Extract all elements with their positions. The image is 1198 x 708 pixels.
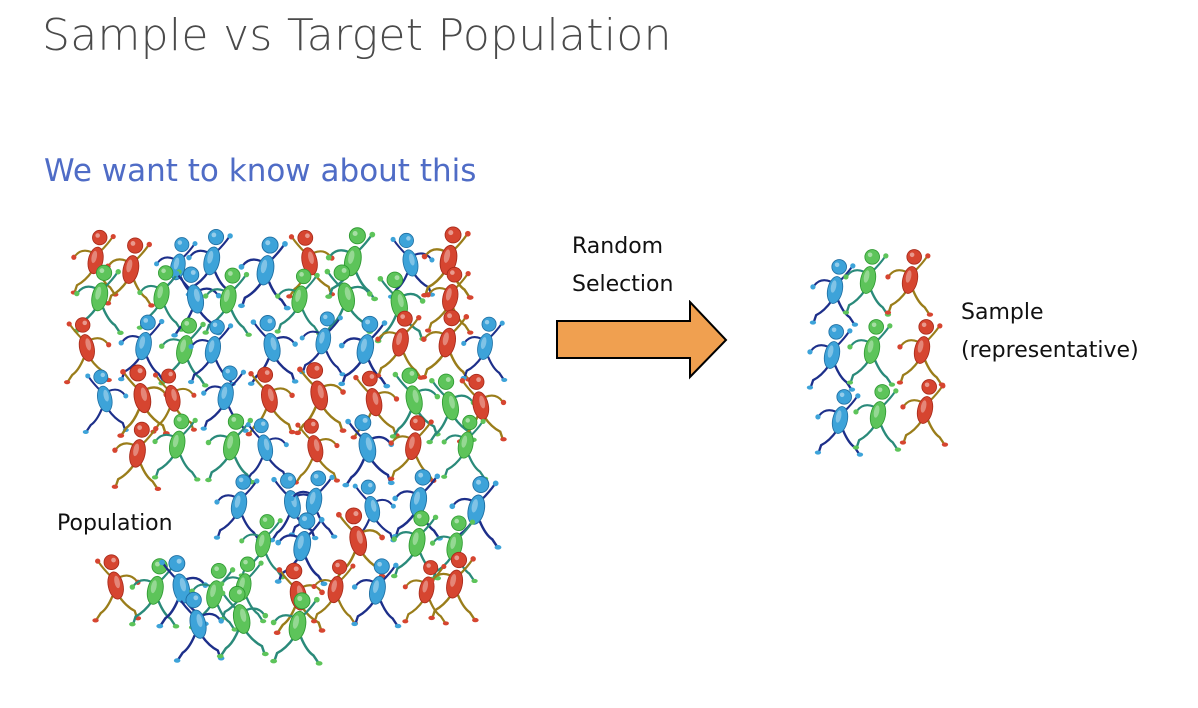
person-figure — [202, 267, 252, 337]
person-figure — [456, 373, 507, 444]
person-figure — [188, 563, 238, 632]
arrow-shape — [556, 300, 728, 380]
person-figure — [428, 551, 479, 623]
person-figure — [129, 558, 180, 629]
person-figure — [274, 268, 323, 336]
person-figure — [389, 367, 441, 439]
person-figure — [441, 414, 489, 481]
person-figure — [299, 311, 346, 377]
person-figure — [185, 229, 236, 299]
sample-label-line1: Sample — [961, 300, 1044, 325]
person-figure — [171, 266, 222, 338]
person-figure — [63, 317, 112, 385]
person-figure — [173, 591, 225, 663]
person-figure — [187, 319, 236, 387]
person-figure — [402, 560, 449, 626]
person-figure — [245, 366, 296, 437]
person-figure — [247, 315, 299, 386]
person-figure — [388, 415, 437, 483]
sample-label-line2: (representative) — [961, 338, 1139, 363]
person-figure — [350, 370, 400, 440]
arrow-label-line1: Random — [572, 234, 664, 259]
person-figure — [216, 585, 269, 659]
person-figure — [111, 421, 162, 492]
person-figure — [338, 315, 391, 389]
person-figure — [374, 310, 425, 380]
random-selection-arrow — [556, 300, 728, 380]
person-figure — [321, 264, 374, 337]
arrow-label-line2: Selection — [572, 272, 674, 297]
person-figure — [390, 510, 442, 581]
subtitle: We want to know about this — [44, 153, 477, 189]
person-figure — [294, 362, 347, 436]
person-figure — [82, 369, 129, 435]
population-crowd — [63, 226, 508, 666]
person-figure — [884, 249, 934, 317]
arrow-label: Random Selection — [572, 228, 673, 304]
person-figure — [104, 237, 155, 308]
person-figure — [243, 418, 290, 483]
person-figure — [286, 230, 336, 299]
person-figure — [846, 319, 896, 387]
person-figure — [73, 264, 124, 335]
person-figure — [238, 236, 291, 311]
person-figure — [213, 474, 263, 542]
person-figure — [852, 384, 902, 452]
person-figure — [117, 364, 170, 438]
slide-title: Sample vs Target Population — [42, 10, 672, 61]
person-figure — [420, 309, 472, 382]
person-figure — [351, 558, 402, 629]
person-figure — [896, 319, 946, 387]
person-figure — [151, 413, 201, 482]
population-label: Population — [57, 511, 173, 536]
person-figure — [270, 592, 323, 666]
person-figure — [342, 414, 395, 488]
person-figure — [426, 373, 477, 445]
person-figure — [310, 559, 359, 626]
sample-label: Sample (representative) — [961, 294, 1139, 370]
person-figure — [806, 324, 856, 392]
person-figure — [809, 259, 859, 327]
person-figure — [460, 316, 508, 382]
person-figure — [842, 249, 892, 317]
person-figure — [899, 379, 949, 447]
